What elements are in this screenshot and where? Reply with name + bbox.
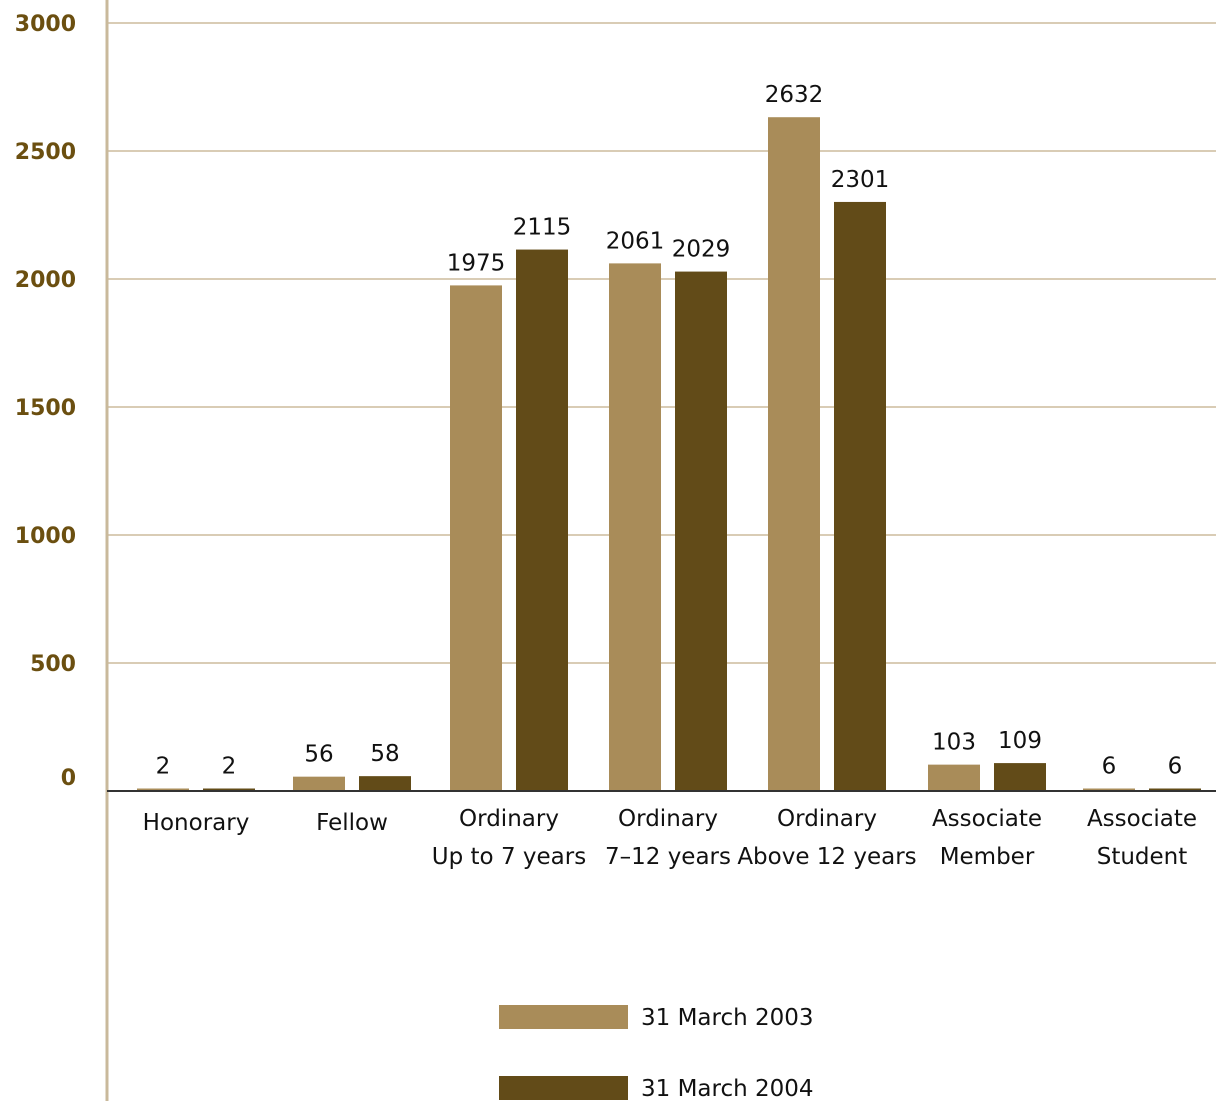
- data-label: 6: [1168, 754, 1183, 780]
- bar: [994, 763, 1046, 791]
- legend-label: 31 March 2003: [641, 1005, 814, 1031]
- category-label: Ordinary: [618, 806, 718, 832]
- category-label: Member: [940, 844, 1035, 870]
- bar: [293, 776, 345, 791]
- category-label: Ordinary: [459, 806, 559, 832]
- category-label: Student: [1097, 844, 1188, 870]
- bar: [450, 285, 502, 791]
- data-label: 2: [222, 754, 237, 780]
- data-label: 109: [998, 728, 1042, 754]
- data-label: 2061: [606, 228, 665, 254]
- bar: [1149, 788, 1201, 791]
- bar: [203, 788, 255, 791]
- category-label: Honorary: [143, 810, 250, 836]
- bar: [834, 201, 886, 792]
- legend-label: 31 March 2004: [641, 1076, 814, 1101]
- data-label: 2632: [765, 82, 824, 108]
- y-tick-label: 1000: [15, 524, 76, 549]
- data-label: 2115: [513, 215, 572, 241]
- category-label: Ordinary: [777, 806, 877, 832]
- legend-swatch: [499, 1076, 628, 1100]
- data-label: 2: [156, 754, 171, 780]
- y-tick-label: 3000: [15, 12, 76, 37]
- legend-swatch: [499, 1005, 628, 1029]
- y-tick-label: 2000: [15, 268, 76, 293]
- bar: [675, 271, 727, 791]
- bar: [609, 263, 661, 791]
- category-label: Associate: [1087, 806, 1197, 832]
- data-label: 6: [1102, 754, 1117, 780]
- bar: [137, 788, 189, 791]
- y-tick-label: 2500: [15, 140, 76, 165]
- data-label: 103: [932, 730, 976, 756]
- bar: [928, 764, 980, 791]
- data-label: 56: [304, 742, 333, 768]
- y-tick-label: 1500: [15, 396, 76, 421]
- category-label: 7–12 years: [605, 844, 731, 870]
- y-tick-label: 0: [61, 766, 76, 791]
- category-label: Up to 7 years: [432, 844, 586, 870]
- category-label: Above 12 years: [737, 844, 916, 870]
- bar: [516, 249, 568, 791]
- y-tick-label: 500: [30, 652, 76, 677]
- bar: [359, 776, 411, 791]
- data-label: 2029: [672, 237, 731, 263]
- bar: [768, 117, 820, 791]
- data-label: 2301: [831, 167, 890, 193]
- category-label: Fellow: [316, 810, 388, 836]
- category-label: Associate: [932, 806, 1042, 832]
- data-label: 58: [370, 741, 399, 767]
- bar: [1083, 788, 1135, 791]
- data-label: 1975: [447, 250, 506, 276]
